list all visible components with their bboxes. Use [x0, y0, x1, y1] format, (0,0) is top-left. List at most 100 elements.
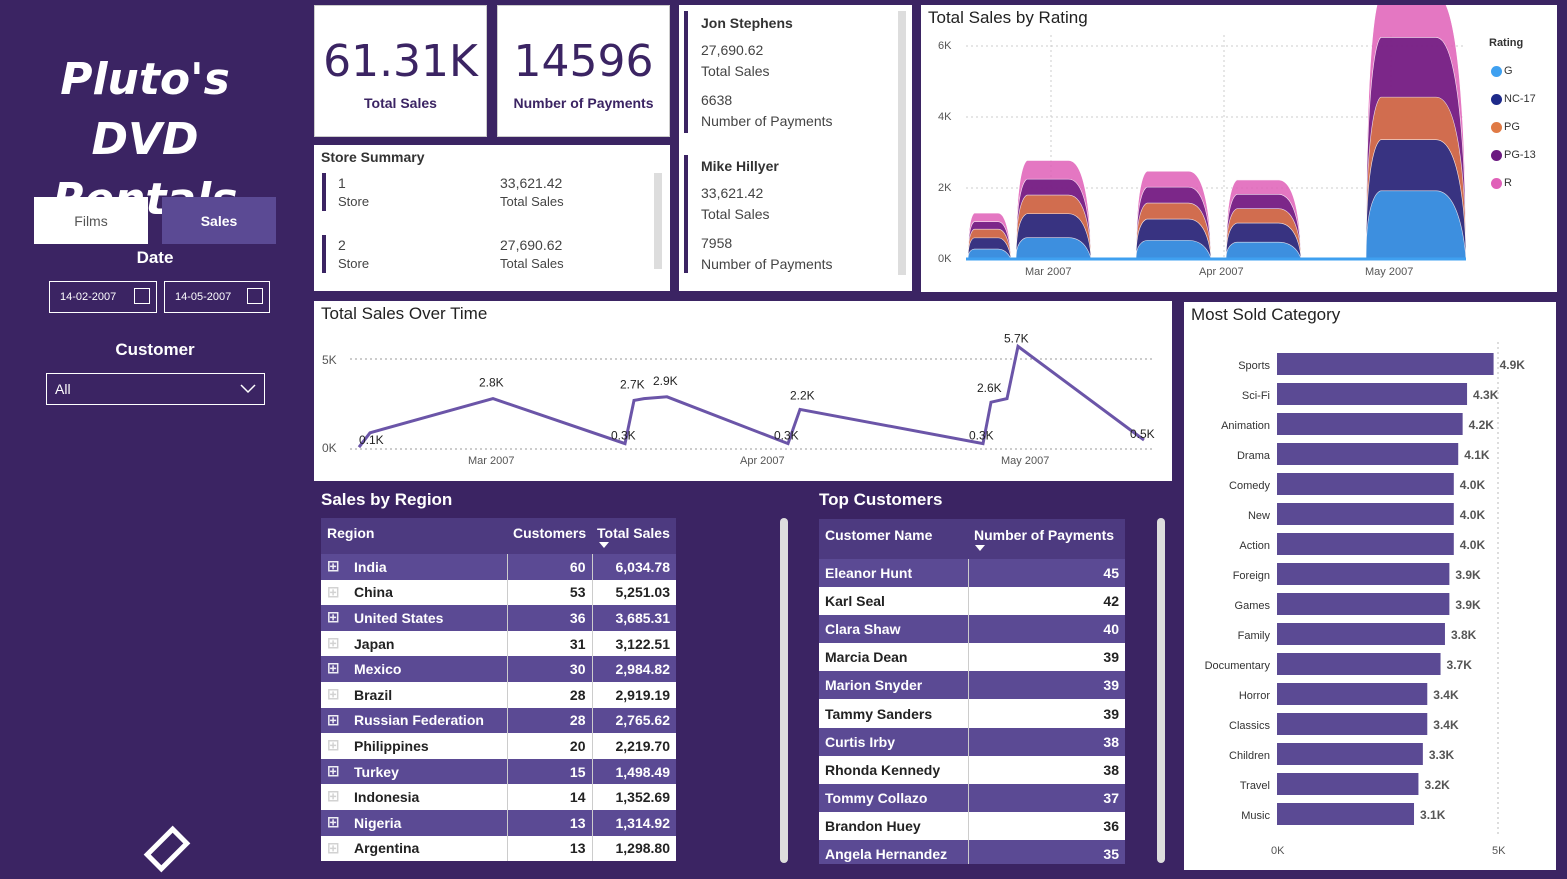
expand-icon[interactable]: ⊞ [327, 813, 340, 831]
area-g [1365, 190, 1467, 260]
sales-cell: 5,251.03 [591, 579, 676, 606]
category-label: Documentary [1205, 660, 1271, 672]
legend-item[interactable]: PG [1491, 113, 1536, 141]
top-customers-title: Top Customers [819, 490, 943, 509]
column-header-number-of-payments[interactable]: Number of Payments [974, 527, 1115, 543]
column-header-customer-name[interactable]: Customer Name [825, 527, 933, 543]
bar [1277, 803, 1415, 825]
staff-1-payments-label: Number of Payments [701, 113, 833, 129]
table-row[interactable]: Curtis Irby 38 [819, 727, 1125, 756]
payments-cell: 39 [967, 643, 1125, 672]
legend-swatch [1491, 93, 1502, 105]
area-g [1225, 241, 1302, 260]
expand-icon[interactable]: ⊞ [327, 609, 340, 627]
date-from-input[interactable]: 14-02-2007 [49, 281, 157, 313]
staff-2-payments: 7958 [701, 235, 733, 251]
table-row[interactable]: Marion Snyder 39 [819, 671, 1125, 700]
table-row[interactable]: ⊞ China 53 5,251.03 [321, 579, 676, 606]
legend-item[interactable]: NC-17 [1491, 85, 1536, 113]
customers-cell: 15 [506, 758, 592, 785]
table-row[interactable]: ⊞ Philippines 20 2,219.70 [321, 733, 676, 759]
category-label: Action [1239, 540, 1270, 552]
expand-icon[interactable]: ⊞ [327, 762, 340, 780]
region-name: Brazil [354, 686, 393, 703]
expand-icon[interactable]: ⊞ [327, 558, 340, 575]
category-label: Drama [1237, 450, 1271, 462]
category-label: Sports [1238, 360, 1270, 372]
bar [1277, 533, 1454, 555]
table-row[interactable]: ⊞ Japan 31 3,122.51 [321, 630, 676, 657]
table-row[interactable]: Brandon Huey 36 [819, 811, 1125, 840]
expand-icon[interactable]: ⊞ [327, 685, 340, 703]
table-row[interactable]: ⊞ Mexico 30 2,984.82 [321, 656, 676, 682]
expand-icon[interactable]: ⊞ [327, 634, 340, 652]
table-row[interactable]: ⊞ India 60 6,034.78 [321, 554, 676, 580]
customers-cell: 36 [506, 605, 592, 631]
sales-over-time-title: Total Sales Over Time [321, 304, 488, 323]
payments-value: 14596 [513, 36, 654, 87]
payments-card: 14596 Number of Payments [497, 5, 670, 137]
column-header-total-sales[interactable]: Total Sales [597, 525, 670, 541]
most-sold-category-title: Most Sold Category [1191, 305, 1341, 324]
customer-select[interactable]: All [46, 373, 265, 405]
payments-cell: 36 [967, 811, 1125, 840]
calendar-icon[interactable] [134, 288, 150, 304]
column-header-customers[interactable]: Customers [513, 525, 587, 541]
data-label: 0.5K [1130, 427, 1155, 441]
bar-value-label: 3.9K [1455, 568, 1481, 582]
table-row[interactable]: ⊞ Indonesia 14 1,352.69 [321, 784, 676, 810]
category-label: Horror [1239, 690, 1271, 702]
table-row[interactable]: ⊞ United States 36 3,685.31 [321, 605, 676, 631]
expand-icon[interactable]: ⊞ [327, 711, 340, 729]
table-row[interactable]: Tammy Sanders 39 [819, 699, 1125, 728]
table-row[interactable]: ⊞ Argentina 13 1,298.80 [321, 835, 676, 862]
table-row[interactable]: Angela Hernandez 35 [819, 839, 1125, 864]
legend-item[interactable]: PG-13 [1491, 141, 1536, 169]
expand-icon[interactable]: ⊞ [327, 788, 340, 806]
sales-by-region-title: Sales by Region [321, 490, 453, 509]
legend-item[interactable]: R [1491, 169, 1536, 197]
table-row[interactable]: ⊞ Nigeria 13 1,314.92 [321, 809, 676, 836]
expand-icon[interactable]: ⊞ [327, 583, 340, 601]
bar [1277, 443, 1459, 465]
table-row[interactable]: ⊞ Russian Federation 28 2,765.62 [321, 707, 676, 734]
table-row[interactable]: ⊞ Brazil 28 2,919.19 [321, 681, 676, 708]
calendar-icon[interactable] [247, 288, 263, 304]
expand-icon[interactable]: ⊞ [327, 839, 340, 857]
table-row[interactable]: Eleanor Hunt 45 [819, 559, 1125, 588]
legend-item[interactable]: G [1491, 57, 1536, 85]
data-label: 0.1K [359, 433, 384, 447]
sales-over-time-card: Total Sales Over Time 5K 0K Mar 2007 Apr… [314, 301, 1172, 481]
column-header-region[interactable]: Region [327, 525, 375, 541]
sort-desc-icon [975, 545, 985, 551]
table-row[interactable]: Tommy Collazo 37 [819, 783, 1125, 812]
table-row[interactable]: Marcia Dean 39 [819, 643, 1125, 672]
scrollbar[interactable] [898, 11, 906, 275]
expand-icon[interactable]: ⊞ [327, 660, 340, 678]
date-to-input[interactable]: 14-05-2007 [164, 281, 270, 313]
scrollbar[interactable] [1157, 518, 1165, 863]
table-row[interactable]: Rhonda Kennedy 38 [819, 755, 1125, 784]
bar-value-label: 3.7K [1447, 658, 1473, 672]
scrollbar[interactable] [654, 173, 662, 269]
region-cell: ⊞ Russian Federation [321, 707, 507, 734]
legend-swatch [1491, 149, 1502, 161]
data-label: 0.3K [774, 429, 799, 443]
sales-by-rating-card: Total Sales by Rating 6K 4K 2K 0K Mar 20… [921, 5, 1557, 292]
category-label: Comedy [1229, 480, 1270, 492]
region-name: Nigeria [354, 814, 402, 831]
scrollbar[interactable] [780, 518, 788, 863]
films-tab-button[interactable]: Films [34, 197, 148, 244]
category-label: Animation [1221, 420, 1270, 432]
table-row[interactable]: ⊞ Turkey 15 1,498.49 [321, 758, 676, 785]
table-row[interactable]: Clara Shaw 40 [819, 615, 1125, 644]
bar [1277, 563, 1450, 585]
table-row[interactable]: Karl Seal 42 [819, 587, 1125, 616]
sales-tab-button[interactable]: Sales [162, 197, 276, 244]
table-header: Region Customers Total Sales [321, 518, 676, 554]
bar-value-label: 3.2K [1424, 778, 1450, 792]
legend-swatch [1491, 177, 1502, 189]
expand-icon[interactable]: ⊞ [327, 737, 340, 755]
store-1-sales-label: Total Sales [500, 194, 564, 209]
store-1-sales: 33,621.42 [500, 175, 563, 191]
